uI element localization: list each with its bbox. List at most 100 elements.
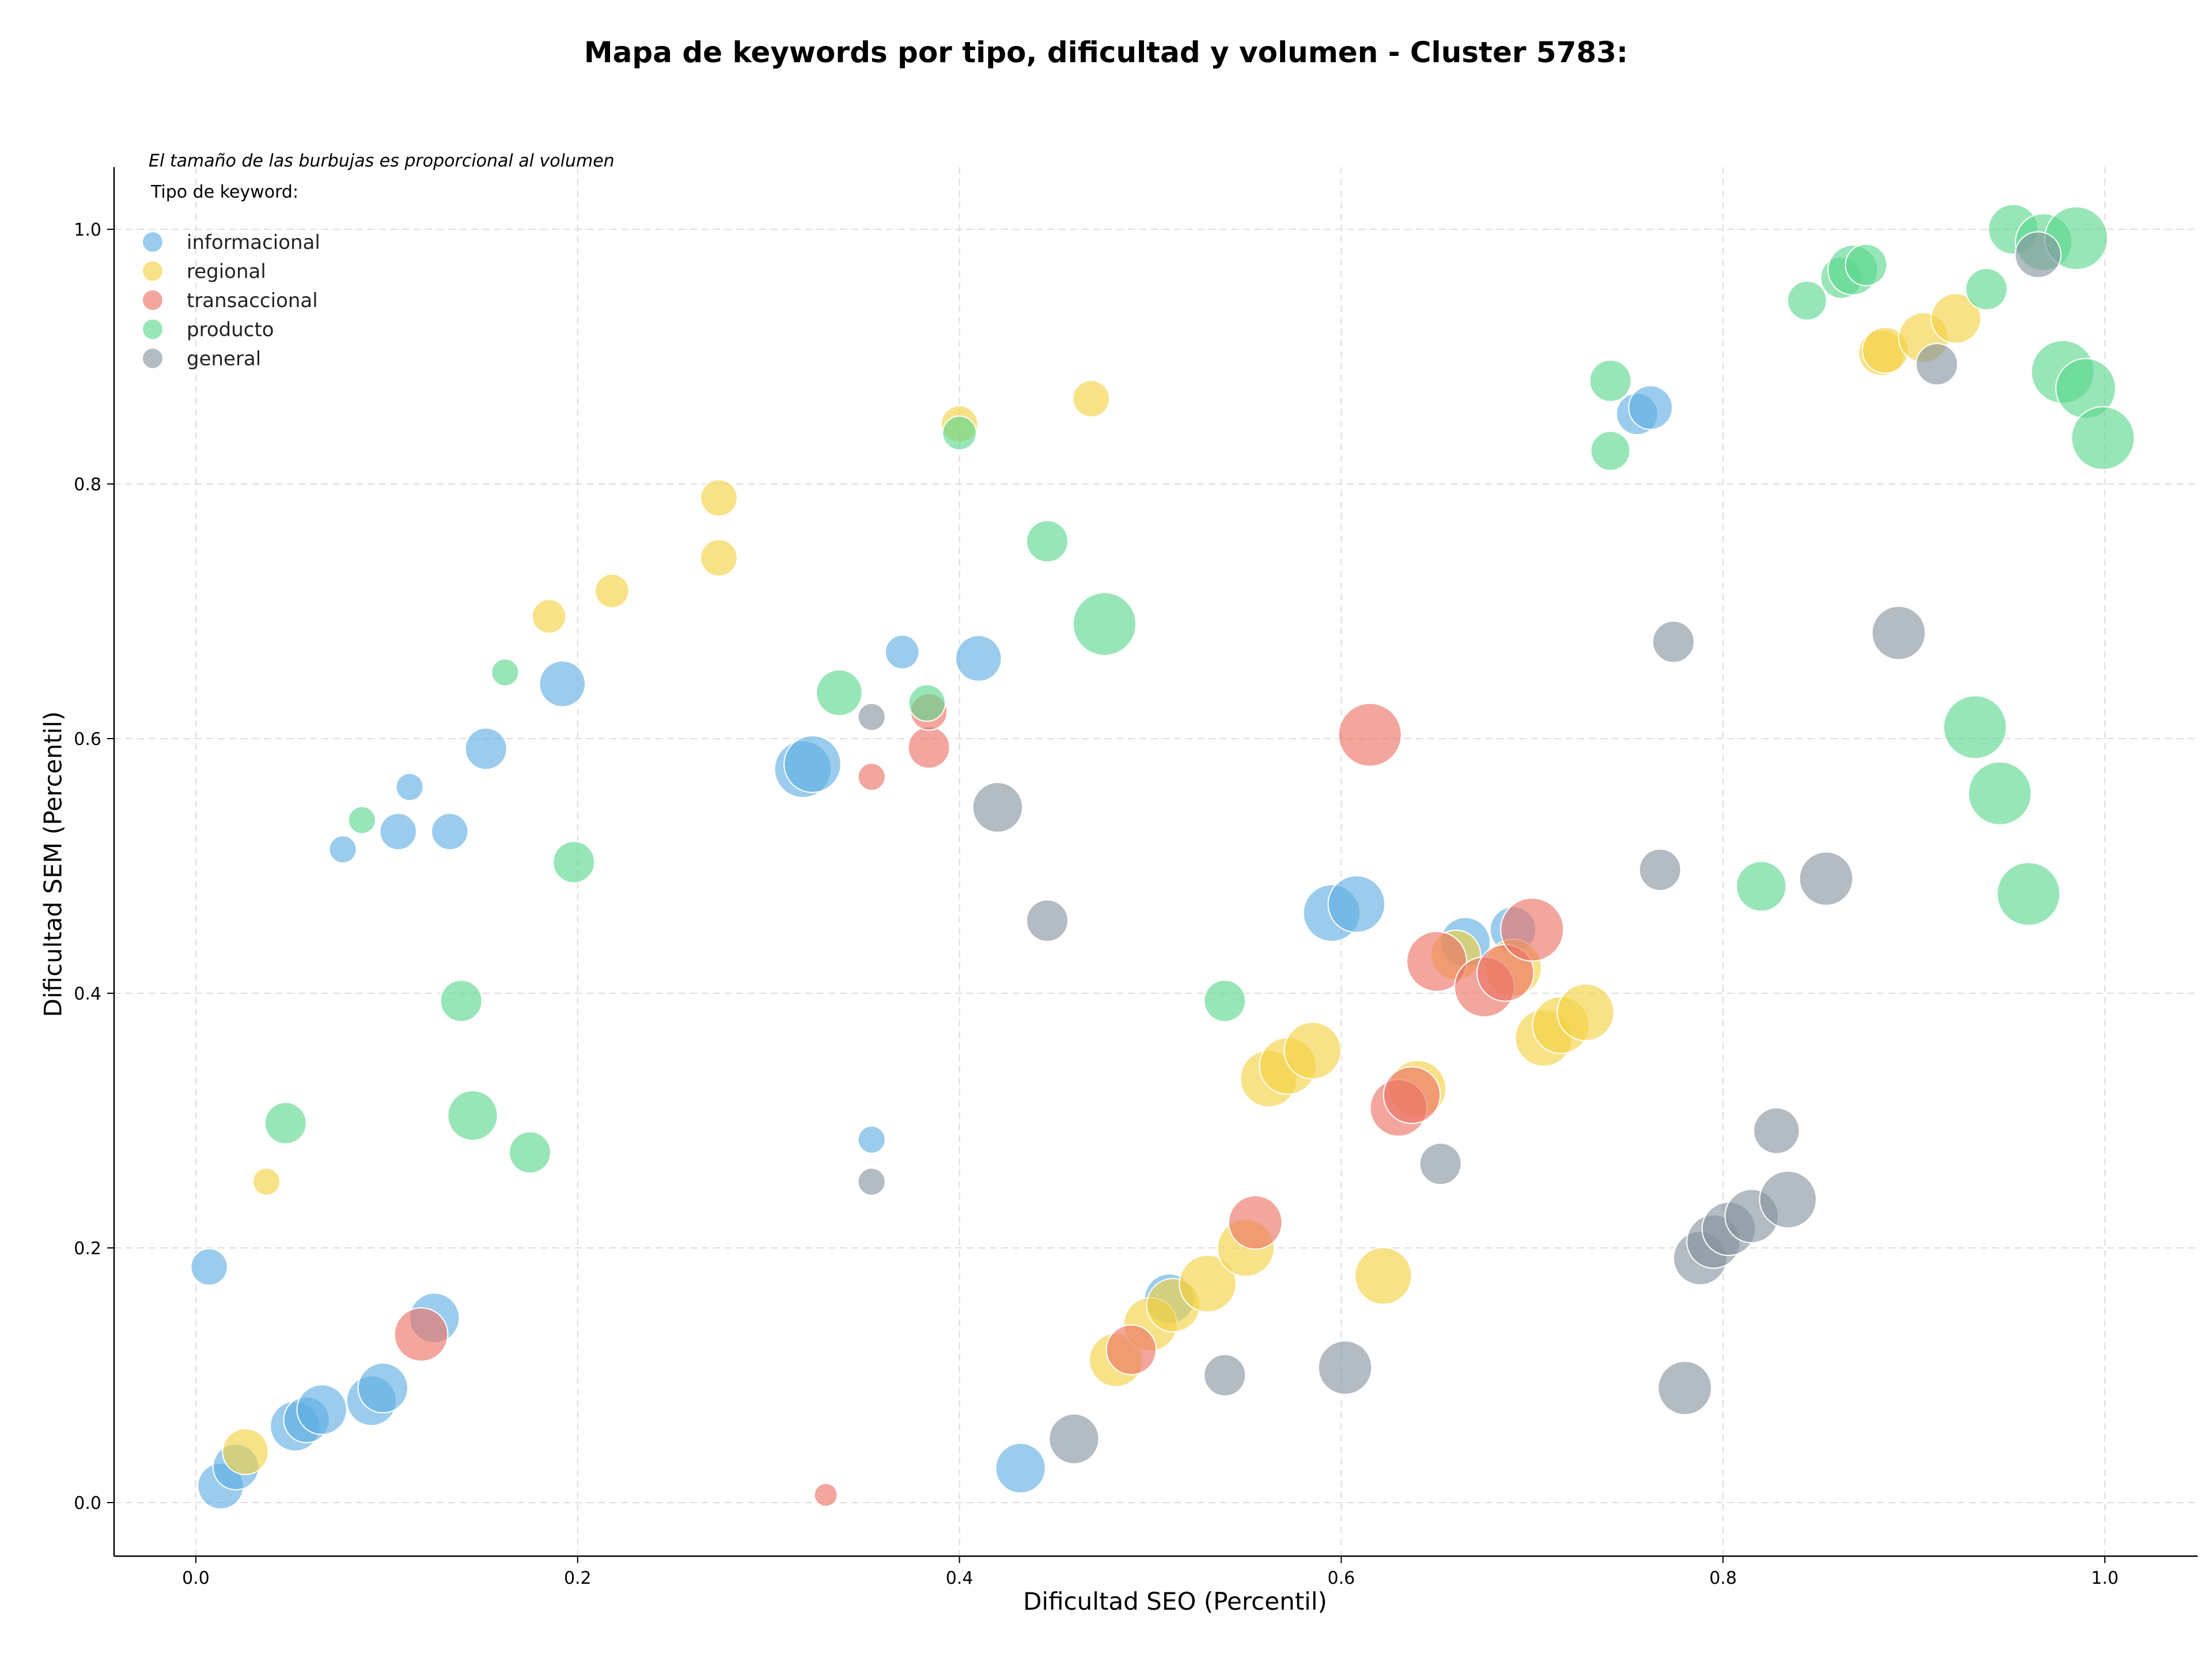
y-tick-label: 0.4 (74, 984, 101, 1004)
bubble-regional (700, 479, 738, 517)
bubble-general (1798, 851, 1854, 906)
bubble-general (857, 702, 886, 732)
bubble-producto (942, 415, 977, 451)
bubble-producto (1589, 359, 1632, 402)
axes (113, 167, 2198, 1557)
bubble-general (2014, 231, 2062, 278)
bubble-informacional (1327, 875, 1386, 933)
bubble-transaccional (1105, 1324, 1157, 1375)
y-tick-label: 1.0 (74, 220, 101, 240)
size-note: El tamaño de las burbujas es proporciona… (149, 151, 615, 171)
bubble-transaccional (857, 762, 886, 791)
bubble-transaccional (1228, 1195, 1283, 1250)
bubble-general (1048, 1413, 1100, 1465)
bubble-informacional (464, 727, 507, 770)
bubble-general (1638, 848, 1681, 891)
legend-marker-general (143, 349, 162, 368)
bubble-informacional (190, 1248, 228, 1286)
bubbles (190, 203, 2135, 1510)
x-tick-label: 0.6 (1328, 1568, 1355, 1588)
bubble-producto (1787, 280, 1827, 321)
bubble-informacional (395, 773, 424, 801)
bubble-general (972, 782, 1024, 833)
bubble-transaccional (1406, 930, 1468, 992)
bubble-general (1419, 1142, 1462, 1186)
bubble-regional (222, 1428, 269, 1475)
x-tick-label: 0.2 (564, 1568, 592, 1588)
bubble-general (1026, 899, 1069, 943)
x-ticks: 0.0 0.2 0.4 0.6 0.8 1.0 (182, 1556, 2119, 1588)
legend-marker-informacional (143, 232, 162, 252)
bubble-regional (700, 539, 738, 577)
y-tick-label: 0.0 (74, 1493, 101, 1514)
bubble-general (1753, 1107, 1800, 1155)
bubble-producto (440, 979, 483, 1023)
bubble-producto (908, 684, 946, 722)
bubble-producto (491, 658, 520, 687)
bubble-general (857, 1167, 886, 1196)
bubble-regional (531, 599, 567, 634)
legend-marker-transaccional (143, 290, 162, 310)
bubble-informacional (357, 1362, 408, 1414)
bubble-general (1871, 606, 1926, 660)
bubble-regional (1283, 1021, 1342, 1080)
legend-title: Tipo de keyword: (150, 182, 298, 202)
bubble-producto (1968, 761, 2032, 826)
bubble-informacional (783, 735, 842, 793)
bubble-informacional (431, 812, 469, 851)
bubble-transaccional (393, 1307, 449, 1362)
bubble-informacional (539, 660, 586, 707)
legend-label-transaccional: transaccional (187, 289, 318, 312)
bubble-transaccional (1338, 702, 1402, 767)
bubble-producto (1590, 430, 1631, 471)
bubble-transaccional (907, 726, 950, 769)
bubble-regional (1179, 1254, 1237, 1313)
bubble-producto (1943, 695, 2008, 759)
bubble-producto (264, 1102, 307, 1145)
x-axis-label: Dificultad SEO (Percentil) (1023, 1587, 1327, 1615)
bubble-producto (1072, 592, 1137, 656)
bubble-regional (594, 573, 630, 608)
bubble-general (1759, 1170, 1817, 1229)
bubble-informacional (884, 634, 920, 670)
legend-label-general: general (187, 347, 261, 370)
x-tick-label: 0.4 (946, 1568, 974, 1588)
bubble-producto (552, 841, 596, 884)
y-tick-label: 0.6 (74, 729, 101, 750)
bubble-producto (347, 805, 376, 835)
bubble-informacional (995, 1443, 1046, 1494)
x-tick-label: 1.0 (2091, 1568, 2119, 1588)
bubble-general (1652, 620, 1695, 664)
bubble-transaccional (813, 1482, 838, 1507)
bubble-regional (1556, 983, 1615, 1042)
bubble-general (1915, 343, 1959, 386)
y-tick-label: 0.2 (74, 1239, 101, 1259)
y-ticks: 0.0 0.2 0.4 0.6 0.8 1.0 (74, 220, 114, 1514)
bubble-producto (1996, 862, 2061, 926)
bubble-regional (1930, 293, 1982, 344)
bubble-producto (2071, 406, 2135, 471)
bubble-producto (1965, 267, 2008, 311)
bubble-producto (1844, 243, 1888, 286)
legend-marker-producto (143, 319, 162, 339)
bubble-informacional (857, 1125, 886, 1154)
bubble-producto (816, 669, 863, 717)
legend: El tamaño de las burbujas es proporciona… (143, 151, 615, 370)
x-tick-label: 0.8 (1709, 1568, 1737, 1588)
legend-label-producto: producto (187, 319, 274, 342)
bubble-producto (447, 1089, 498, 1141)
bubble-regional (1354, 1247, 1412, 1305)
bubble-informacional (296, 1384, 347, 1435)
bubble-general (1203, 1354, 1247, 1397)
bubble-regional (1072, 380, 1110, 418)
bubble-transaccional (1382, 1066, 1441, 1125)
bubble-regional (252, 1167, 281, 1196)
bubble-informacional (328, 835, 357, 864)
bubble-general (1317, 1340, 1373, 1395)
bubble-informacional (1628, 385, 1673, 430)
y-tick-label: 0.8 (74, 475, 101, 495)
legend-label-informacional: informacional (187, 231, 320, 254)
bubble-producto (1736, 861, 1787, 912)
legend-marker-regional (143, 261, 162, 281)
